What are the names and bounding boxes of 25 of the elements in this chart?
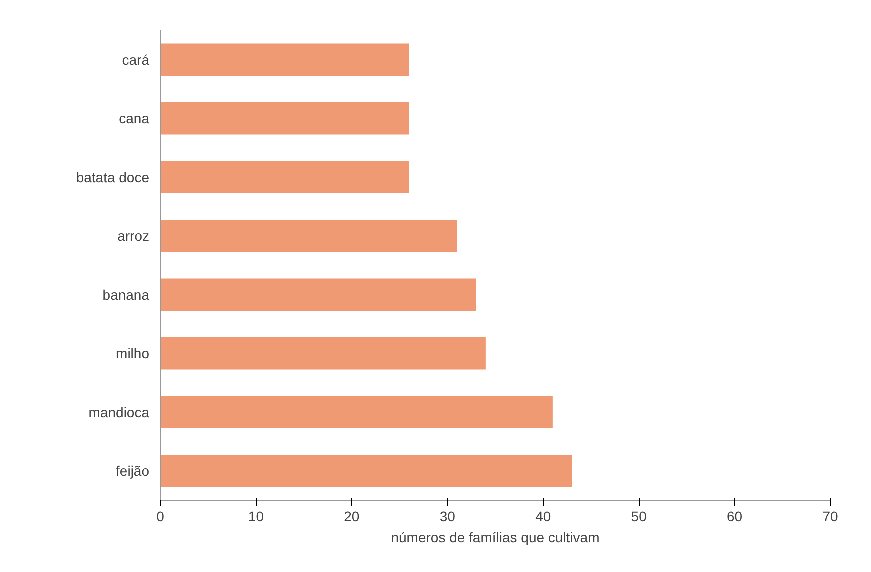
y-tick-label: milho bbox=[116, 346, 150, 362]
x-tick-label: 50 bbox=[631, 508, 648, 524]
x-tick-label: 0 bbox=[156, 508, 165, 524]
x-tick-label: 30 bbox=[440, 508, 456, 524]
bar bbox=[160, 278, 476, 312]
bar bbox=[160, 337, 486, 370]
y-tick-label: cana bbox=[119, 110, 150, 127]
y-tick-label: banana bbox=[102, 286, 150, 303]
x-axis-title: números de famílias que cultivam bbox=[391, 530, 600, 546]
x-tick-label: 40 bbox=[536, 508, 552, 524]
y-tick-label: cará bbox=[122, 52, 150, 68]
bar bbox=[160, 102, 410, 135]
y-tick-label: feijão bbox=[116, 463, 150, 480]
bar bbox=[160, 161, 410, 194]
bar bbox=[160, 454, 572, 488]
y-tick-label: arroz bbox=[118, 228, 150, 244]
bar bbox=[160, 396, 553, 429]
y-tick-label: mandioca bbox=[88, 404, 150, 420]
x-tick-label: 60 bbox=[727, 508, 743, 524]
bar bbox=[160, 44, 410, 76]
x-tick-label: 10 bbox=[248, 508, 264, 524]
x-tick-label: 70 bbox=[822, 508, 838, 524]
y-tick-label: batata doce bbox=[76, 169, 150, 186]
bar bbox=[160, 220, 458, 252]
x-tick-label: 20 bbox=[344, 508, 360, 524]
